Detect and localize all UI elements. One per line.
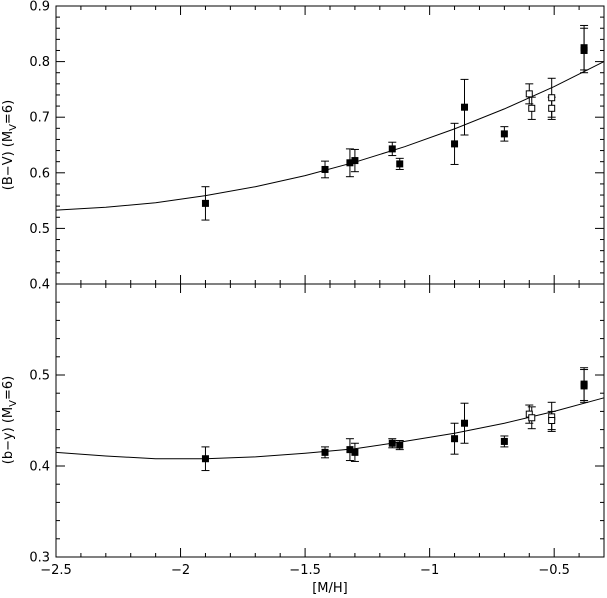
lower-filled-square-point (461, 419, 469, 427)
lower-filled-square-point (321, 448, 329, 456)
upper-ytick-label: 0.4 (29, 278, 50, 293)
upper-open-square-point (528, 104, 536, 112)
upper-ytick-label: 0.6 (29, 166, 50, 181)
lower-xtick-labels: −2.5 −2 −1.5 −1 −0.5 (40, 563, 570, 578)
upper-ytick-labels: 0.4 0.5 0.6 0.7 0.8 0.9 (29, 0, 50, 293)
lower-ytick-label: 0.4 (29, 460, 50, 475)
upper-ticks (55, 5, 605, 285)
upper-open-square-point (548, 104, 556, 112)
lower-plot-frame (55, 283, 605, 558)
upper-filled-square-point (388, 145, 396, 153)
upper-filled-square-point (321, 165, 329, 173)
upper-open-square-point (525, 90, 533, 98)
lower-ticks (55, 283, 605, 558)
lower-filled-square-point (451, 435, 459, 443)
upper-filled-square-point (396, 160, 404, 168)
xtick-label: −1.5 (289, 563, 321, 578)
upper-y-axis-label: (B−V) (MV=6) (1, 100, 19, 190)
lower-filled-square-point (351, 448, 359, 456)
lower-ytick-label: 0.5 (29, 369, 50, 384)
lower-panel: 0.30.40.5 −2.5 −2 −1.5 −1 −0.5 (b−y) (MV=6) … (1, 283, 605, 596)
upper-plot-frame (55, 5, 605, 285)
upper-filled-square-point (451, 140, 459, 148)
upper-panel: 0.4 0.5 0.6 0.7 0.8 0.9 (B−V) (MV=6) (1, 0, 605, 293)
lower-fit-curve (55, 397, 605, 460)
lower-y-axis-label: (b−y) (MV=6) (1, 376, 19, 465)
lower-ytick-label: 0.3 (29, 551, 50, 566)
xtick-label: −2 (171, 563, 190, 578)
upper-filled-square-point (201, 199, 209, 207)
lower-open-square-point (528, 414, 536, 422)
xtick-label: −0.5 (538, 563, 570, 578)
xtick-label: −1 (420, 563, 439, 578)
upper-filled-square-point (351, 157, 359, 165)
x-axis-label: [M/H] (312, 581, 348, 596)
upper-open-square-point (548, 94, 556, 102)
lower-filled-square-point (396, 441, 404, 449)
lower-open-square-point (548, 417, 556, 424)
lower-filled-square-point (580, 380, 588, 388)
lower-filled-square-point (500, 437, 508, 445)
upper-ytick-label: 0.8 (29, 55, 50, 70)
lower-filled-square-point (201, 455, 209, 463)
upper-ytick-label: 0.7 (29, 111, 50, 126)
upper-filled-square-point (500, 130, 508, 138)
lower-ytick-labels: 0.3 0.4 0.5 (29, 369, 50, 566)
upper-filled-square-point (461, 103, 469, 111)
upper-data-points (201, 44, 588, 207)
upper-error-bars (201, 24, 589, 221)
xtick-label: −2.5 (40, 563, 72, 578)
upper-ytick-label: 0.5 (29, 222, 50, 237)
upper-ytick-label: 0.9 (29, 0, 50, 15)
lower-filled-square-point (388, 439, 396, 447)
upper-filled-square-point (580, 44, 588, 52)
lower-data-points (201, 380, 588, 463)
upper-fit-curve (55, 61, 605, 211)
